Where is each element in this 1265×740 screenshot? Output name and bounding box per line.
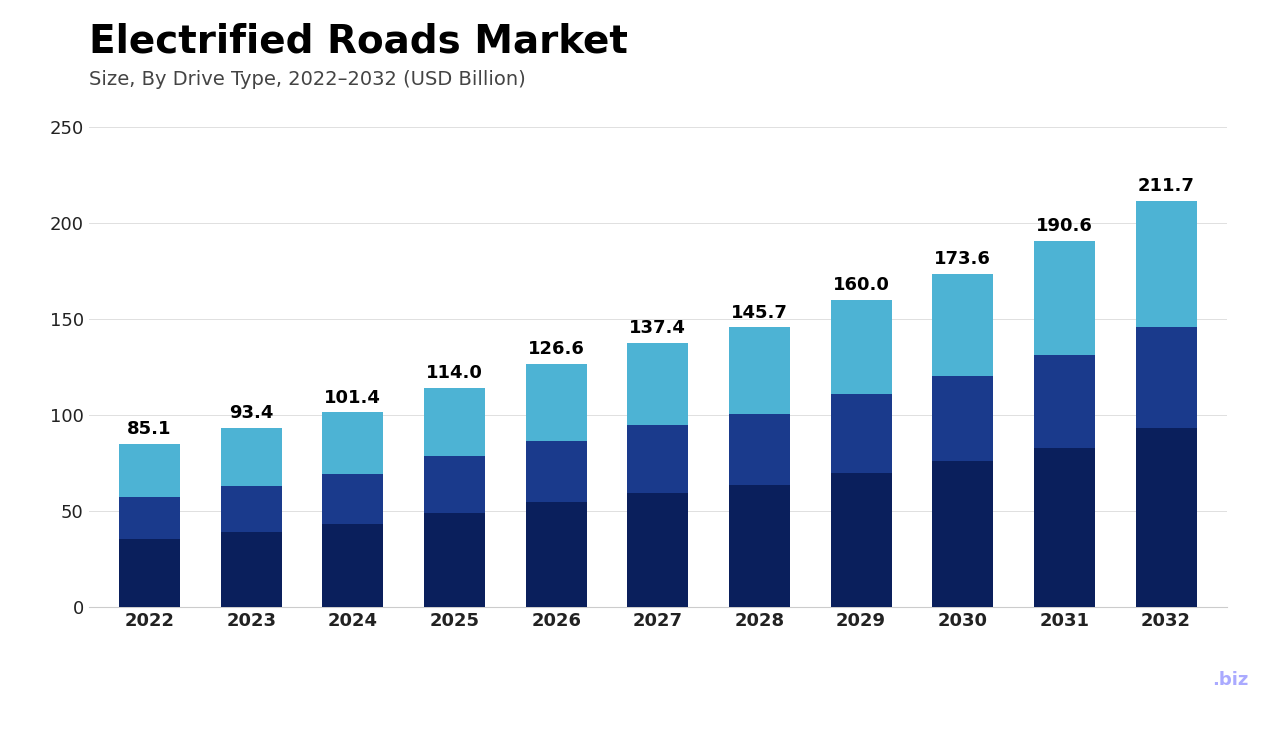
Text: 145.7: 145.7	[731, 303, 788, 321]
Bar	[424, 513, 484, 607]
Bar	[526, 441, 587, 502]
Bar	[729, 414, 789, 485]
Text: 190.6: 190.6	[1036, 218, 1093, 235]
Text: ✓: ✓	[993, 673, 1018, 702]
Bar	[323, 474, 383, 525]
Text: 211.7: 211.7	[1137, 177, 1194, 195]
Text: 85.1: 85.1	[128, 420, 172, 438]
Bar	[932, 461, 993, 607]
Bar	[932, 274, 993, 376]
Text: 101.4: 101.4	[324, 388, 381, 406]
Bar	[119, 497, 180, 539]
Bar	[220, 486, 282, 532]
Bar	[323, 412, 383, 474]
Text: Electrified Roads Market: Electrified Roads Market	[89, 22, 627, 60]
Bar	[729, 327, 789, 414]
Text: 9.8%: 9.8%	[291, 671, 406, 713]
Text: The forecasted market
size for 2032 in USD: The forecasted market size for 2032 in U…	[455, 670, 686, 713]
Bar	[1034, 354, 1095, 448]
Text: Size, By Drive Type, 2022–2032 (USD Billion): Size, By Drive Type, 2022–2032 (USD Bill…	[89, 70, 525, 90]
Bar	[831, 300, 892, 394]
Bar	[119, 539, 180, 607]
Bar	[119, 443, 180, 497]
Text: $211.7B: $211.7B	[721, 671, 913, 713]
Bar	[323, 525, 383, 607]
Bar	[1136, 428, 1197, 607]
Bar	[526, 502, 587, 607]
Bar	[1034, 448, 1095, 607]
Text: 160.0: 160.0	[832, 276, 889, 294]
Bar	[627, 493, 688, 607]
Bar	[1136, 326, 1197, 428]
Bar	[932, 376, 993, 461]
Bar	[1034, 241, 1095, 354]
Bar	[627, 425, 688, 493]
Text: 137.4: 137.4	[630, 320, 686, 337]
Bar	[424, 456, 484, 513]
Bar	[220, 428, 282, 486]
Text: 114.0: 114.0	[426, 364, 483, 383]
Bar	[1136, 201, 1197, 326]
Text: 93.4: 93.4	[229, 404, 273, 422]
Bar	[831, 394, 892, 473]
Bar	[220, 532, 282, 607]
Text: .biz: .biz	[1212, 671, 1249, 690]
Bar	[831, 473, 892, 607]
Text: MarketResearch: MarketResearch	[1037, 670, 1228, 690]
Text: WIDE RANGE OF GLOBAL MARKET REPORTS: WIDE RANGE OF GLOBAL MARKET REPORTS	[1037, 708, 1251, 718]
Bar	[729, 485, 789, 607]
Text: 126.6: 126.6	[528, 340, 584, 358]
Text: 173.6: 173.6	[935, 250, 992, 268]
Bar	[424, 388, 484, 456]
Bar	[627, 343, 688, 425]
Text: The Market will Grow
At the CAGR of:: The Market will Grow At the CAGR of:	[51, 670, 266, 713]
Bar	[526, 364, 587, 441]
